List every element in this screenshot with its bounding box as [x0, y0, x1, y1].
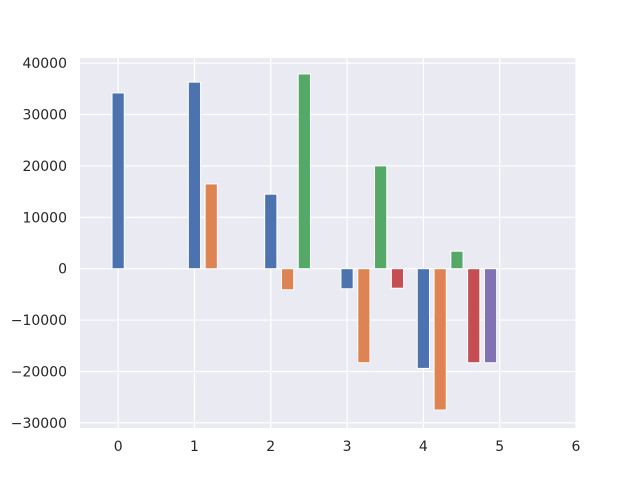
y-tick-label: −10000	[11, 313, 67, 329]
bar	[187, 81, 202, 270]
y-tick-label: −20000	[11, 364, 67, 380]
bar	[111, 92, 125, 270]
bar	[433, 268, 447, 411]
y-tick-label: 20000	[22, 159, 67, 175]
bar	[297, 73, 311, 270]
bar	[416, 268, 430, 369]
grid-lines	[80, 58, 577, 428]
y-tick-label: 30000	[22, 108, 67, 124]
bar	[374, 165, 388, 270]
bar	[204, 183, 218, 270]
bar	[280, 268, 295, 291]
x-tick-label: 6	[572, 439, 581, 455]
plot-background	[80, 58, 576, 428]
x-tick-label: 3	[343, 439, 352, 455]
bar	[357, 268, 371, 364]
bar	[467, 268, 481, 364]
x-tick-label: 2	[266, 439, 275, 455]
y-tick-label: 10000	[22, 210, 67, 226]
x-tick-label: 4	[419, 439, 428, 455]
bar	[483, 268, 498, 364]
x-tick-labels: 0 1 2 3 4 5 6	[114, 439, 581, 455]
bar	[390, 268, 405, 289]
bar	[340, 268, 354, 290]
x-tick-label: 0	[114, 439, 123, 455]
x-tick-label: 1	[190, 439, 199, 455]
y-tick-label: −30000	[11, 416, 67, 432]
y-tick-label: 40000	[22, 56, 67, 72]
y-tick-label: 0	[58, 262, 67, 278]
bar	[264, 193, 278, 270]
bar	[450, 250, 464, 270]
y-tick-labels: −30000 −20000 −10000 0 10000 20000 30000 40000	[11, 56, 67, 432]
bars	[111, 73, 498, 411]
x-tick-label: 5	[495, 439, 504, 455]
